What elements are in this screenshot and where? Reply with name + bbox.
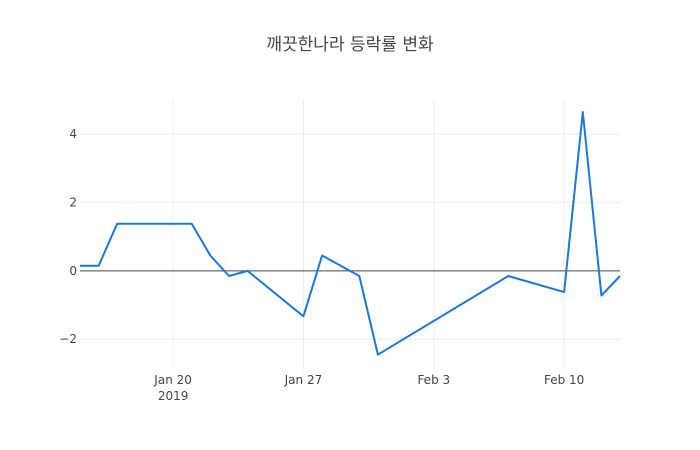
grid-layer bbox=[80, 100, 620, 370]
x-tick-label: Jan 27 bbox=[284, 373, 323, 387]
y-tick-label: 2 bbox=[69, 196, 77, 210]
x-tick-year-label: 2019 bbox=[158, 389, 189, 403]
x-tick-label: Feb 10 bbox=[544, 373, 584, 387]
y-tick-label: 0 bbox=[69, 264, 77, 278]
series-line bbox=[80, 111, 621, 356]
x-tick-label: Jan 20 bbox=[153, 373, 192, 387]
x-axis-ticks: Jan 20 2019 Jan 27 Feb 3 Feb 10 bbox=[153, 373, 584, 403]
y-tick-label: 4 bbox=[69, 127, 77, 141]
x-tick-label: Feb 3 bbox=[417, 373, 450, 387]
y-tick-label: −2 bbox=[59, 332, 77, 346]
y-axis-ticks: 4 2 0 −2 bbox=[59, 127, 77, 346]
chart-title: 깨끗한나라 등락률 변화 bbox=[266, 35, 434, 55]
